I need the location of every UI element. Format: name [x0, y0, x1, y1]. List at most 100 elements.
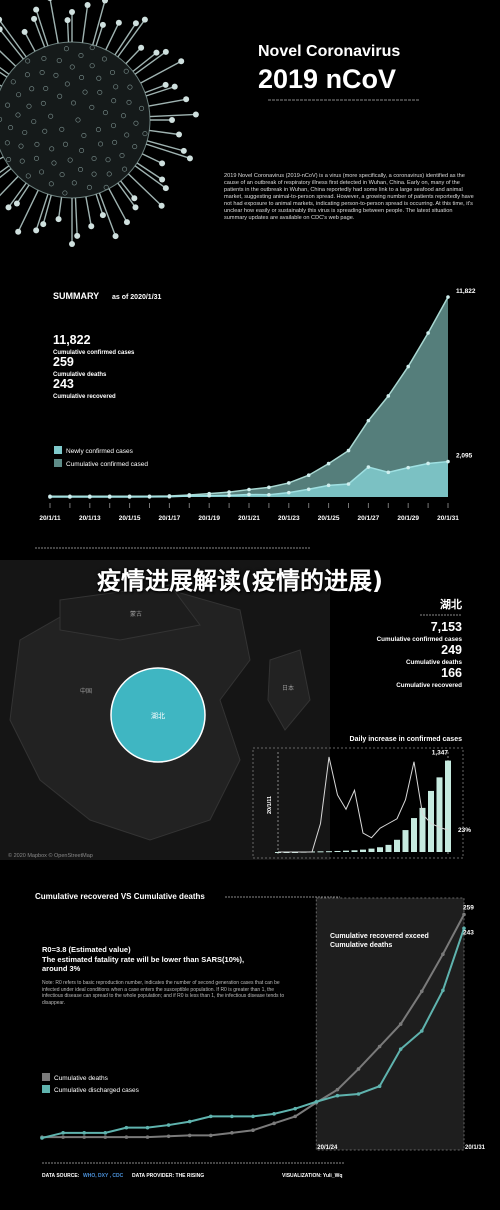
virus-spike	[141, 153, 163, 165]
virus-spike-tip	[69, 9, 75, 15]
virus-texture	[126, 99, 132, 105]
virus-spike	[146, 140, 185, 152]
point	[267, 492, 271, 497]
virus-texture	[82, 89, 88, 95]
map-label: 中国	[80, 687, 92, 695]
legend-swatch	[54, 459, 62, 467]
map-land	[267, 649, 311, 731]
virus-spike	[0, 50, 17, 67]
virus-texture	[91, 155, 97, 161]
point	[326, 483, 331, 488]
note-text: Note: R0 refers to basic reproduction nu…	[42, 980, 285, 1006]
virus-texture	[101, 56, 107, 62]
virus-spike	[149, 113, 196, 118]
virus-spike	[85, 196, 92, 227]
point	[82, 1135, 86, 1139]
point	[227, 490, 231, 494]
virus-spike-tip	[64, 17, 71, 24]
point	[40, 1136, 44, 1140]
point	[462, 926, 466, 931]
point	[420, 989, 424, 994]
value-label: 11,822	[456, 288, 476, 295]
point	[187, 1133, 192, 1138]
legend-label: Cumulative confirmed cased	[66, 461, 148, 468]
virus-spike	[98, 192, 117, 237]
virus-spike-tip	[159, 176, 166, 183]
footer-provider: DATA PROVIDER: THE RISING	[132, 1173, 204, 1179]
point	[127, 495, 132, 499]
point	[230, 1114, 234, 1119]
virus-texture	[25, 58, 31, 64]
point	[287, 490, 291, 495]
virus-spike-tip	[115, 19, 122, 26]
virus-spike-tip	[176, 131, 183, 138]
virus-spike-tip	[158, 202, 165, 209]
value-label: 259	[463, 904, 474, 911]
bar	[317, 851, 324, 853]
virus-texture	[86, 184, 92, 190]
point	[366, 465, 371, 469]
virus-texture	[59, 172, 65, 178]
virus-spike	[0, 28, 24, 60]
legend-swatch	[42, 1085, 50, 1093]
virus-spike	[49, 0, 59, 44]
virus-spike	[144, 84, 166, 94]
virus-spike-tip	[162, 81, 169, 88]
virus-spike-tip	[47, 0, 53, 1]
virus-spike-tip	[183, 96, 190, 103]
virus-texture	[16, 92, 22, 98]
point	[267, 485, 271, 490]
virus-spike	[105, 22, 120, 51]
line	[278, 756, 449, 853]
region-label: 湖北	[151, 711, 165, 720]
area	[50, 461, 448, 497]
bar	[368, 848, 375, 852]
point	[107, 495, 112, 499]
virus-spike-tip	[40, 221, 47, 228]
point	[386, 394, 391, 398]
point	[272, 1121, 276, 1126]
stat-value: 243	[53, 377, 74, 391]
virus-texture	[5, 102, 11, 108]
virus-spike-tip	[33, 6, 40, 13]
point	[145, 1135, 150, 1139]
virus-spike-tip	[123, 219, 130, 226]
r0-text: R0=3.8 (Estimated value)	[42, 945, 131, 954]
bar	[445, 760, 451, 852]
virus-spike	[81, 4, 89, 43]
virus-spike	[0, 19, 27, 58]
virus-spike-tip	[132, 204, 139, 211]
region-bubble	[110, 667, 206, 763]
virus-texture	[49, 146, 55, 152]
point	[251, 1128, 255, 1133]
point	[187, 494, 192, 498]
point	[356, 1092, 361, 1096]
virus-texture	[142, 131, 148, 137]
virus-texture	[96, 75, 102, 81]
summary-title: SUMMARY	[53, 291, 99, 301]
value-label: 23%	[458, 827, 471, 834]
virus-spike	[17, 189, 39, 233]
point	[441, 988, 445, 993]
point	[247, 492, 251, 497]
chart-title: Cumulative recovered VS Cumulative death…	[35, 892, 205, 901]
virus-spike	[134, 51, 167, 75]
legend-swatch	[54, 446, 62, 454]
virus-texture	[97, 89, 103, 95]
virus-spike	[0, 165, 10, 174]
virus-spike-tip	[159, 160, 166, 167]
x-tick-label: 20/1/31	[437, 515, 459, 522]
point	[207, 493, 211, 498]
virus-texture	[123, 68, 129, 74]
virus-texture	[43, 86, 49, 92]
virus-spike-tip	[153, 49, 160, 56]
virus-texture	[62, 190, 68, 196]
x-tick-label: 20/1/19	[198, 515, 220, 522]
virus-spike	[132, 52, 157, 72]
virus-texture	[132, 144, 138, 150]
x-tick-label: 20/1/13	[79, 515, 101, 522]
virus-texture	[29, 86, 35, 92]
virus-texture	[42, 128, 48, 134]
value-label: 1,347	[432, 750, 449, 757]
